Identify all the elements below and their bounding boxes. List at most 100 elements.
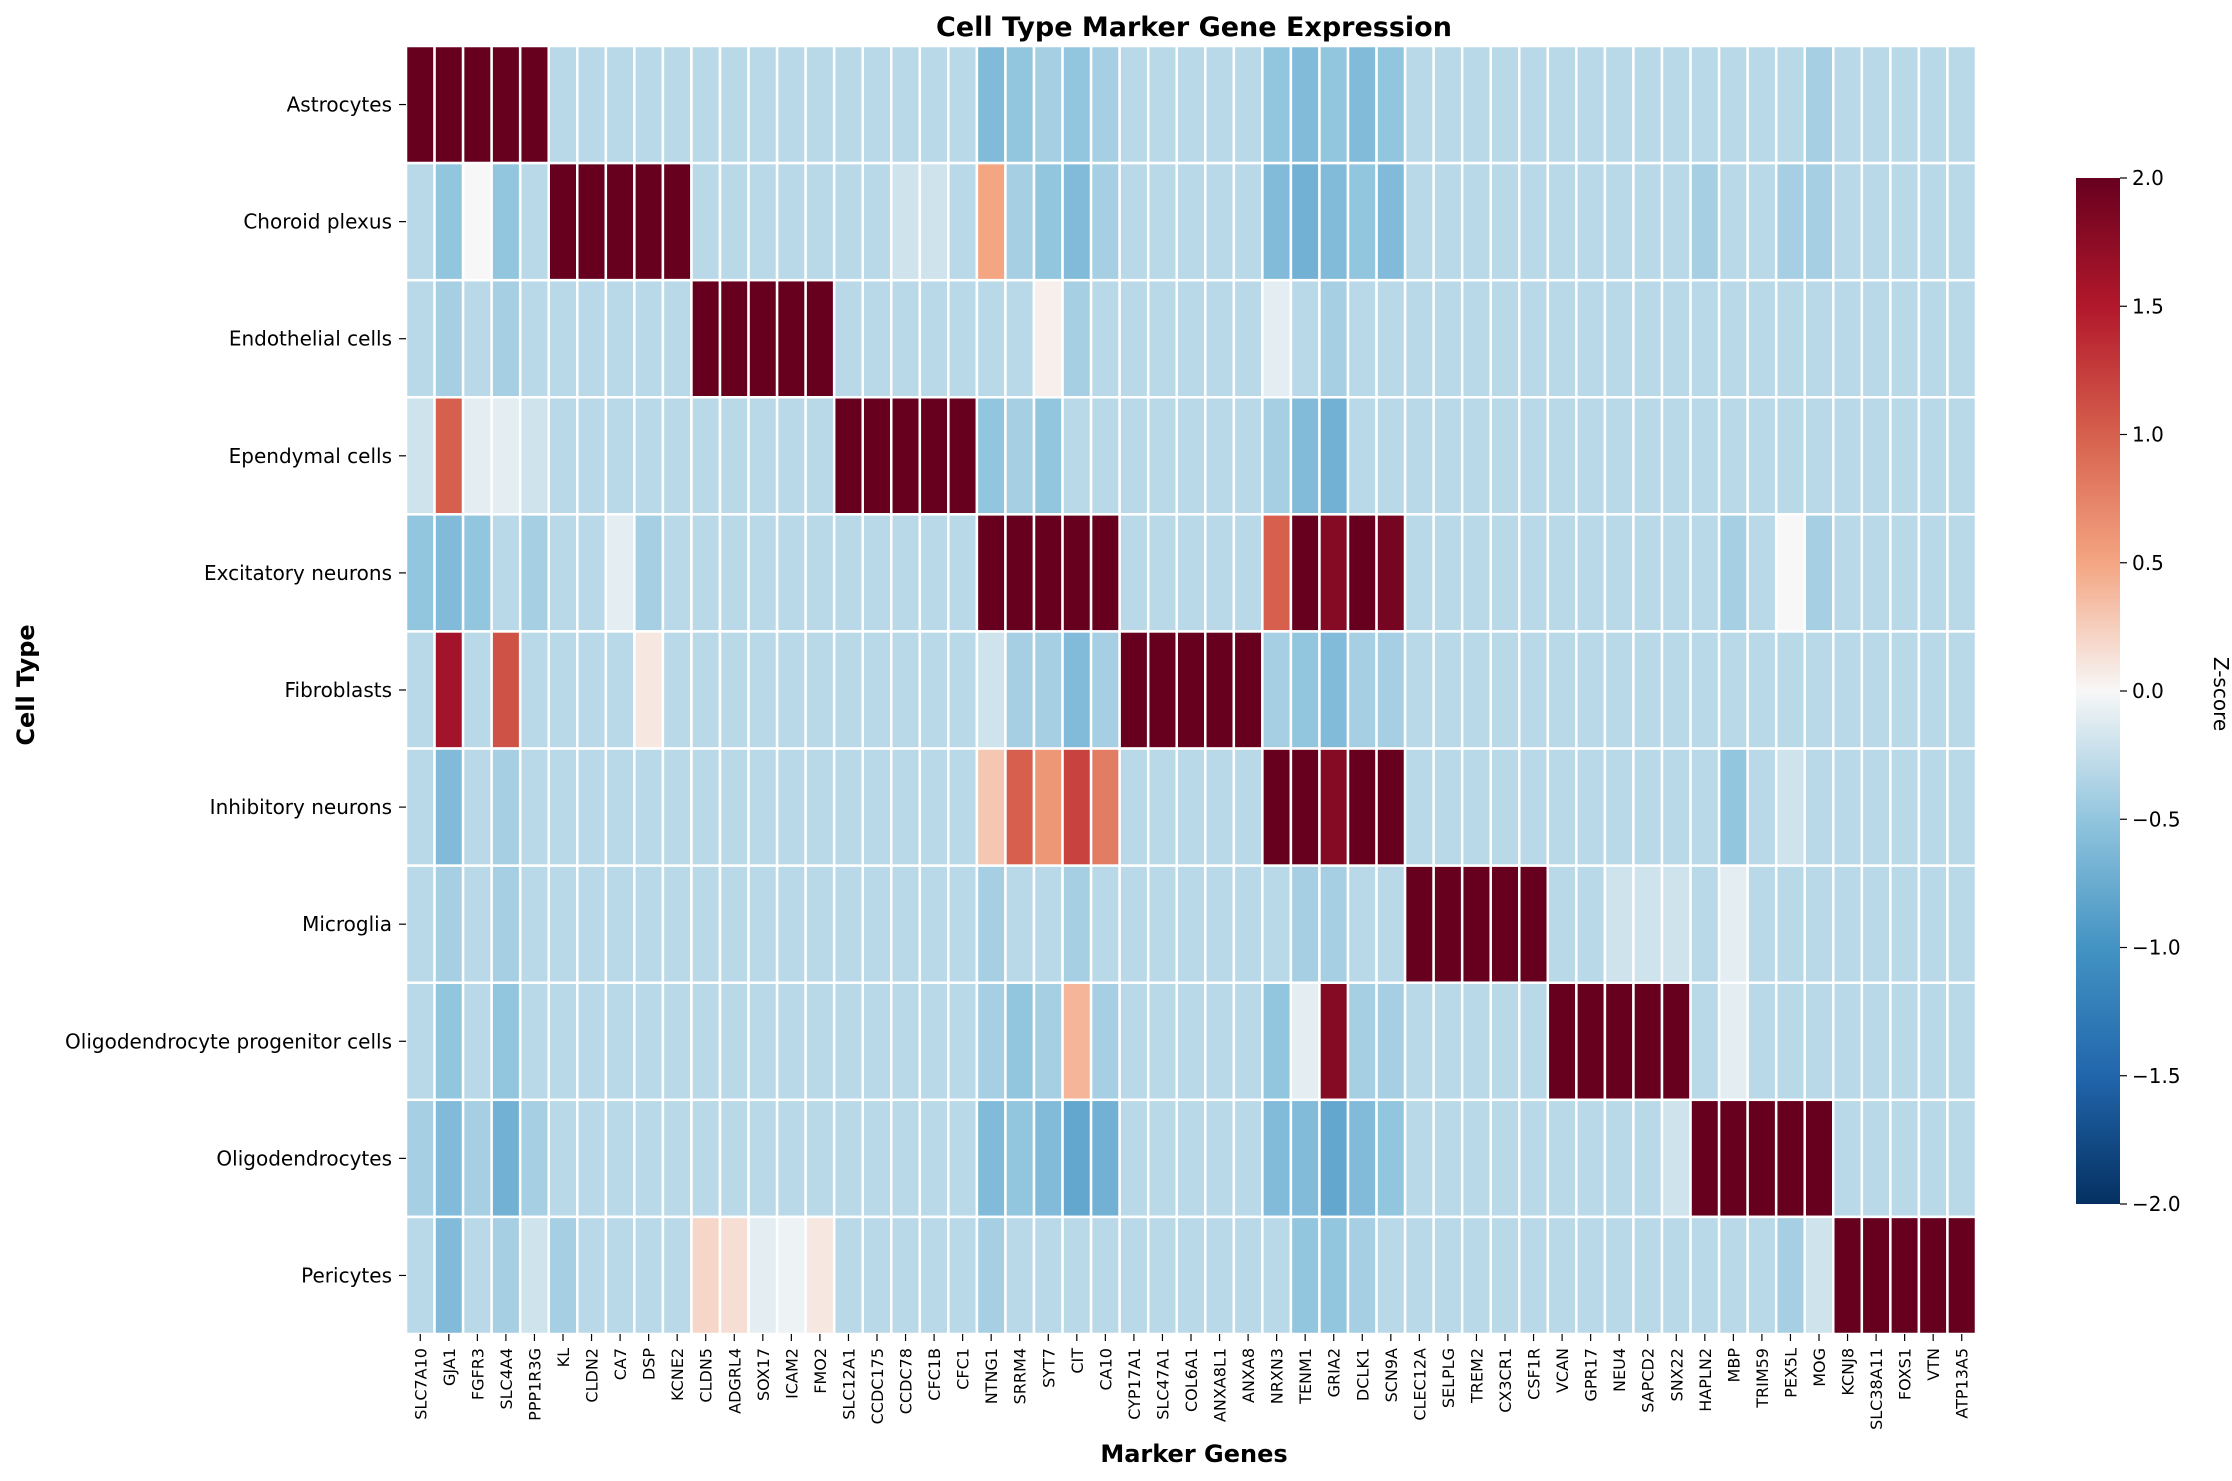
row-label: Excitatory neurons: [204, 561, 392, 585]
heatmap-cell: [604, 864, 636, 984]
heatmap-cell: [1232, 981, 1264, 1102]
row-label: Ependymal cells: [229, 444, 392, 468]
heatmap-cell: [1289, 396, 1321, 516]
heatmap-cell: [1917, 278, 1949, 399]
heatmap-cell: [490, 630, 522, 750]
heatmap-cell: [1518, 1215, 1550, 1336]
heatmap-cell: [747, 44, 779, 165]
heatmap-cell: [861, 630, 893, 750]
heatmap-cell: [1803, 1098, 1835, 1219]
colorbar-tick-label: −1.0: [2132, 936, 2181, 960]
heatmap-cell: [1061, 981, 1093, 1102]
heatmap-cell: [1546, 981, 1578, 1102]
heatmap-cell: [1118, 513, 1150, 633]
heatmap-cell: [1346, 747, 1378, 867]
heatmap-cell: [1232, 161, 1264, 282]
heatmap-cell: [604, 161, 636, 282]
heatmap-cell: [1603, 747, 1635, 867]
heatmap-cell: [404, 864, 436, 984]
column-label: ICAM2: [782, 1348, 801, 1399]
heatmap-cell: [1289, 278, 1321, 399]
heatmap-cell: [775, 278, 807, 399]
heatmap-cell: [1717, 1098, 1749, 1219]
heatmap-cell: [1146, 513, 1178, 633]
heatmap-cell: [1660, 981, 1692, 1102]
heatmap-cell: [1717, 981, 1749, 1102]
column-label: GJA1: [440, 1348, 459, 1386]
heatmap-cell: [1832, 864, 1864, 984]
heatmap-cell: [1261, 981, 1293, 1102]
column-label: PEX5L: [1781, 1348, 1800, 1398]
heatmap-cell: [747, 630, 779, 750]
heatmap-cell: [1004, 513, 1036, 633]
heatmap-cell: [1946, 161, 1978, 282]
heatmap-cell: [1175, 1098, 1207, 1219]
heatmap-cell: [1089, 513, 1121, 633]
heatmap-cell: [1489, 161, 1521, 282]
row-labels: Astrocytes Choroid plexus Endothelial cell…: [65, 93, 406, 1287]
heatmap-cell: [1575, 864, 1607, 984]
column-label: DSP: [640, 1348, 659, 1380]
heatmap-cell: [747, 981, 779, 1102]
heatmap-cell: [1860, 513, 1892, 633]
heatmap-cell: [1061, 630, 1093, 750]
heatmap-cell: [1146, 981, 1178, 1102]
heatmap-cell: [1575, 396, 1607, 516]
column-label: NTNG1: [982, 1348, 1001, 1404]
heatmap-cell: [1889, 981, 1921, 1102]
heatmap-cell: [604, 396, 636, 516]
heatmap-cell: [1146, 396, 1178, 516]
heatmap-cell: [832, 44, 864, 165]
heatmap-cell: [1175, 864, 1207, 984]
row-label: Endothelial cells: [229, 327, 392, 351]
heatmap-cell: [975, 1098, 1007, 1219]
heatmap-cell: [804, 864, 836, 984]
heatmap-cell: [775, 161, 807, 282]
column-label: CLDN2: [583, 1348, 602, 1403]
heatmap-cell: [1261, 161, 1293, 282]
heatmap-cell: [1603, 1098, 1635, 1219]
heatmap-cell: [1204, 630, 1236, 750]
heatmap-cell: [461, 1215, 493, 1336]
heatmap-cell: [1432, 747, 1464, 867]
heatmap-cell: [576, 864, 608, 984]
heatmap-cell: [1032, 630, 1064, 750]
column-label: MBP: [1724, 1348, 1743, 1383]
heatmap-cell: [1289, 1215, 1321, 1336]
heatmap-cell: [1632, 864, 1664, 984]
heatmap-cell: [1032, 1215, 1064, 1336]
heatmap-cell: [633, 278, 665, 399]
heatmap-cell: [1660, 513, 1692, 633]
heatmap-cell: [1746, 396, 1778, 516]
heatmap-cell: [1860, 747, 1892, 867]
heatmap-cell: [1518, 1098, 1550, 1219]
row-label: Choroid plexus: [243, 210, 392, 234]
heatmap-cell: [1518, 981, 1550, 1102]
heatmap-cell: [747, 1098, 779, 1219]
heatmap-cell: [1689, 981, 1721, 1102]
column-label: SCN9A: [1382, 1348, 1401, 1402]
heatmap-cell: [1518, 44, 1550, 165]
heatmap-cell: [661, 981, 693, 1102]
heatmap-cell: [1289, 44, 1321, 165]
heatmap-cell: [1204, 747, 1236, 867]
heatmap-cell: [690, 513, 722, 633]
heatmap-cell: [1575, 630, 1607, 750]
column-label: VTN: [1924, 1348, 1943, 1381]
heatmap-cell: [1603, 864, 1635, 984]
heatmap-cell: [918, 513, 950, 633]
column-label: ADGRL4: [725, 1348, 744, 1414]
heatmap-cell: [1032, 513, 1064, 633]
heatmap-cell: [1061, 1098, 1093, 1219]
heatmap-cell: [1004, 1215, 1036, 1336]
column-label: TREM2: [1467, 1348, 1486, 1404]
heatmap-cell: [461, 864, 493, 984]
colorbar-tick-label: 0.0: [2132, 679, 2164, 703]
heatmap-cell: [1832, 161, 1864, 282]
heatmap-cell: [1689, 1098, 1721, 1219]
heatmap-cell: [1318, 278, 1350, 399]
heatmap-cell: [1032, 278, 1064, 399]
heatmap-cell: [1375, 278, 1407, 399]
heatmap-cell: [890, 1098, 922, 1219]
colorbar-gradient: [2076, 178, 2120, 1204]
